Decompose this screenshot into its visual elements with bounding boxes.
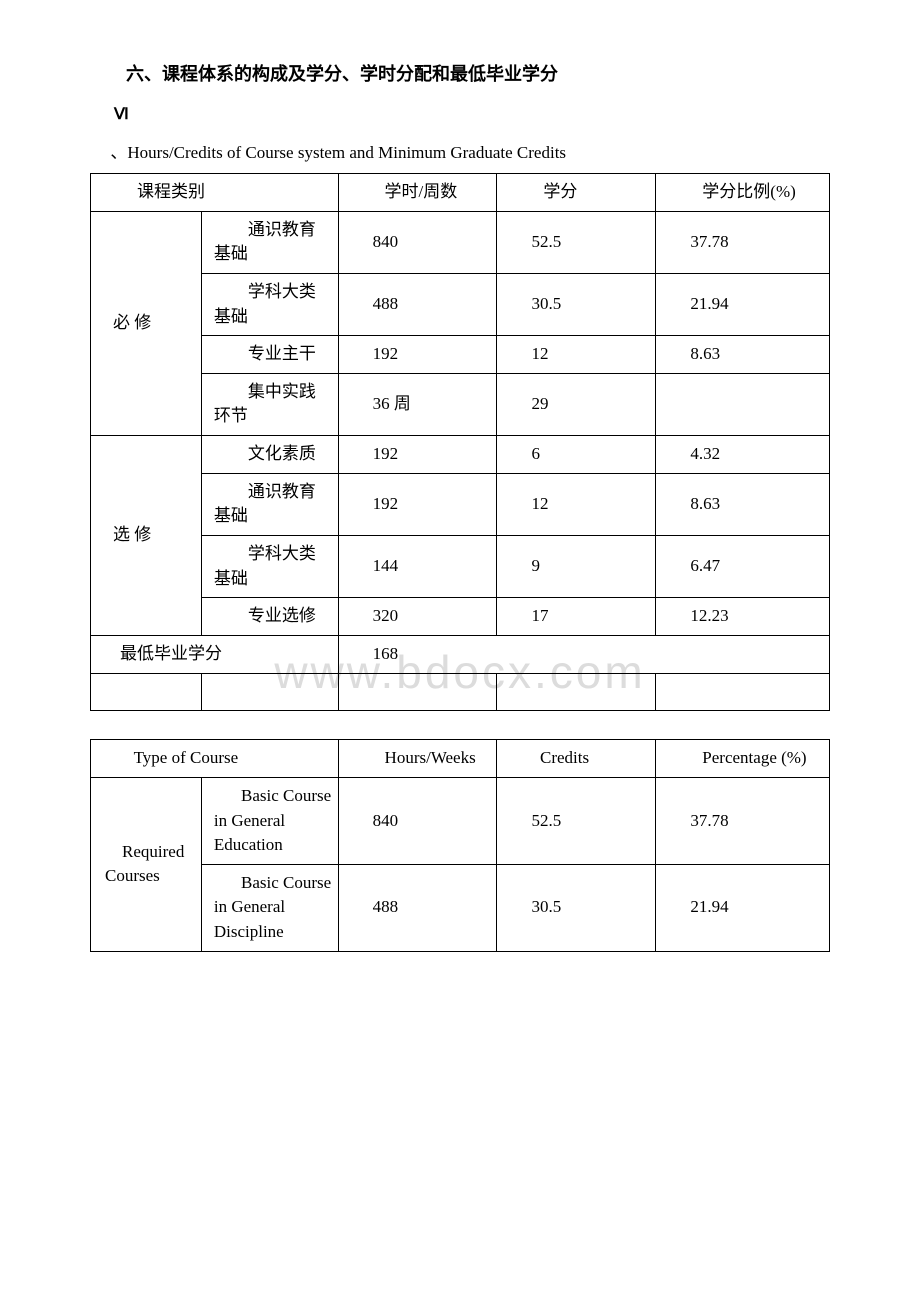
min-credits-value: 168 xyxy=(338,635,829,673)
credits-cell: 12 xyxy=(497,336,656,374)
table-row: 集中实践环节 36 周 29 xyxy=(91,373,830,435)
table-row: Basic Course in General Discipline 488 3… xyxy=(91,864,830,951)
credits-cell: 6 xyxy=(497,436,656,474)
percent-cell: 8.63 xyxy=(656,473,830,535)
hours-cell: 36 周 xyxy=(338,373,497,435)
section-subtitle-en: 、Hours/Credits of Course system and Mini… xyxy=(90,138,830,163)
sub-cell: Basic Course in General Education xyxy=(201,777,338,864)
hdr-category-en: Type of Course xyxy=(91,740,339,778)
credits-cell: 30.5 xyxy=(497,273,656,335)
hdr-hours: 学时/周数 xyxy=(338,174,497,212)
percent-cell xyxy=(656,373,830,435)
percent-cell: 37.78 xyxy=(656,777,830,864)
cat-required: 必 修 xyxy=(91,211,202,435)
credits-cell: 30.5 xyxy=(497,864,656,951)
course-table-en: Type of Course Hours/Weeks Credits Perce… xyxy=(90,739,830,951)
hdr-percent: 学分比例(%) xyxy=(656,174,830,212)
table-row: 学科大类基础 144 9 6.47 xyxy=(91,536,830,598)
hours-cell: 488 xyxy=(338,273,497,335)
course-table-cn: 课程类别 学时/周数 学分 学分比例(%) 必 修 通识教育基础 840 52.… xyxy=(90,173,830,711)
percent-cell: 21.94 xyxy=(656,864,830,951)
empty-cell xyxy=(338,673,497,711)
percent-cell: 8.63 xyxy=(656,336,830,374)
sub-cell: 文化素质 xyxy=(201,436,338,474)
cat-elective: 选 修 xyxy=(91,436,202,636)
credits-cell: 52.5 xyxy=(497,211,656,273)
cat-required-en: Required Courses xyxy=(91,777,202,951)
empty-cell xyxy=(91,673,202,711)
table-row: 学科大类基础 488 30.5 21.94 xyxy=(91,273,830,335)
sub-cell: 专业主干 xyxy=(201,336,338,374)
percent-cell: 6.47 xyxy=(656,536,830,598)
table-empty-row xyxy=(91,673,830,711)
sub-cell: 通识教育基础 xyxy=(201,473,338,535)
table-header-row: Type of Course Hours/Weeks Credits Perce… xyxy=(91,740,830,778)
percent-cell: 4.32 xyxy=(656,436,830,474)
sub-cell: 专业选修 xyxy=(201,598,338,636)
section-roman: Ⅵ xyxy=(90,104,830,124)
hours-cell: 840 xyxy=(338,777,497,864)
hdr-credits: 学分 xyxy=(497,174,656,212)
sub-cell: 集中实践环节 xyxy=(201,373,338,435)
table-row: 通识教育基础 192 12 8.63 xyxy=(91,473,830,535)
sub-cell: 学科大类基础 xyxy=(201,273,338,335)
hours-cell: 488 xyxy=(338,864,497,951)
hours-cell: 192 xyxy=(338,336,497,374)
empty-cell xyxy=(656,673,830,711)
table-row: 专业主干 192 12 8.63 xyxy=(91,336,830,374)
credits-cell: 12 xyxy=(497,473,656,535)
table-header-row: 课程类别 学时/周数 学分 学分比例(%) xyxy=(91,174,830,212)
hours-cell: 192 xyxy=(338,473,497,535)
empty-cell xyxy=(201,673,338,711)
percent-cell: 12.23 xyxy=(656,598,830,636)
hours-cell: 840 xyxy=(338,211,497,273)
hdr-category: 课程类别 xyxy=(91,174,339,212)
table-row: 必 修 通识教育基础 840 52.5 37.78 xyxy=(91,211,830,273)
table-row: Required Courses Basic Course in General… xyxy=(91,777,830,864)
table-row: 专业选修 320 17 12.23 xyxy=(91,598,830,636)
percent-cell: 21.94 xyxy=(656,273,830,335)
credits-cell: 9 xyxy=(497,536,656,598)
table-footer-row: 最低毕业学分 168 xyxy=(91,635,830,673)
sub-cell: Basic Course in General Discipline xyxy=(201,864,338,951)
hdr-hours-en: Hours/Weeks xyxy=(338,740,497,778)
percent-cell: 37.78 xyxy=(656,211,830,273)
table-row: 选 修 文化素质 192 6 4.32 xyxy=(91,436,830,474)
hdr-percent-en: Percentage (%) xyxy=(656,740,830,778)
hdr-credits-en: Credits xyxy=(497,740,656,778)
min-credits-label: 最低毕业学分 xyxy=(91,635,339,673)
sub-cell: 通识教育基础 xyxy=(201,211,338,273)
hours-cell: 192 xyxy=(338,436,497,474)
sub-cell: 学科大类基础 xyxy=(201,536,338,598)
credits-cell: 29 xyxy=(497,373,656,435)
section-title-cn: 六、课程体系的构成及学分、学时分配和最低毕业学分 xyxy=(90,60,830,86)
credits-cell: 17 xyxy=(497,598,656,636)
hours-cell: 144 xyxy=(338,536,497,598)
empty-cell xyxy=(497,673,656,711)
hours-cell: 320 xyxy=(338,598,497,636)
credits-cell: 52.5 xyxy=(497,777,656,864)
